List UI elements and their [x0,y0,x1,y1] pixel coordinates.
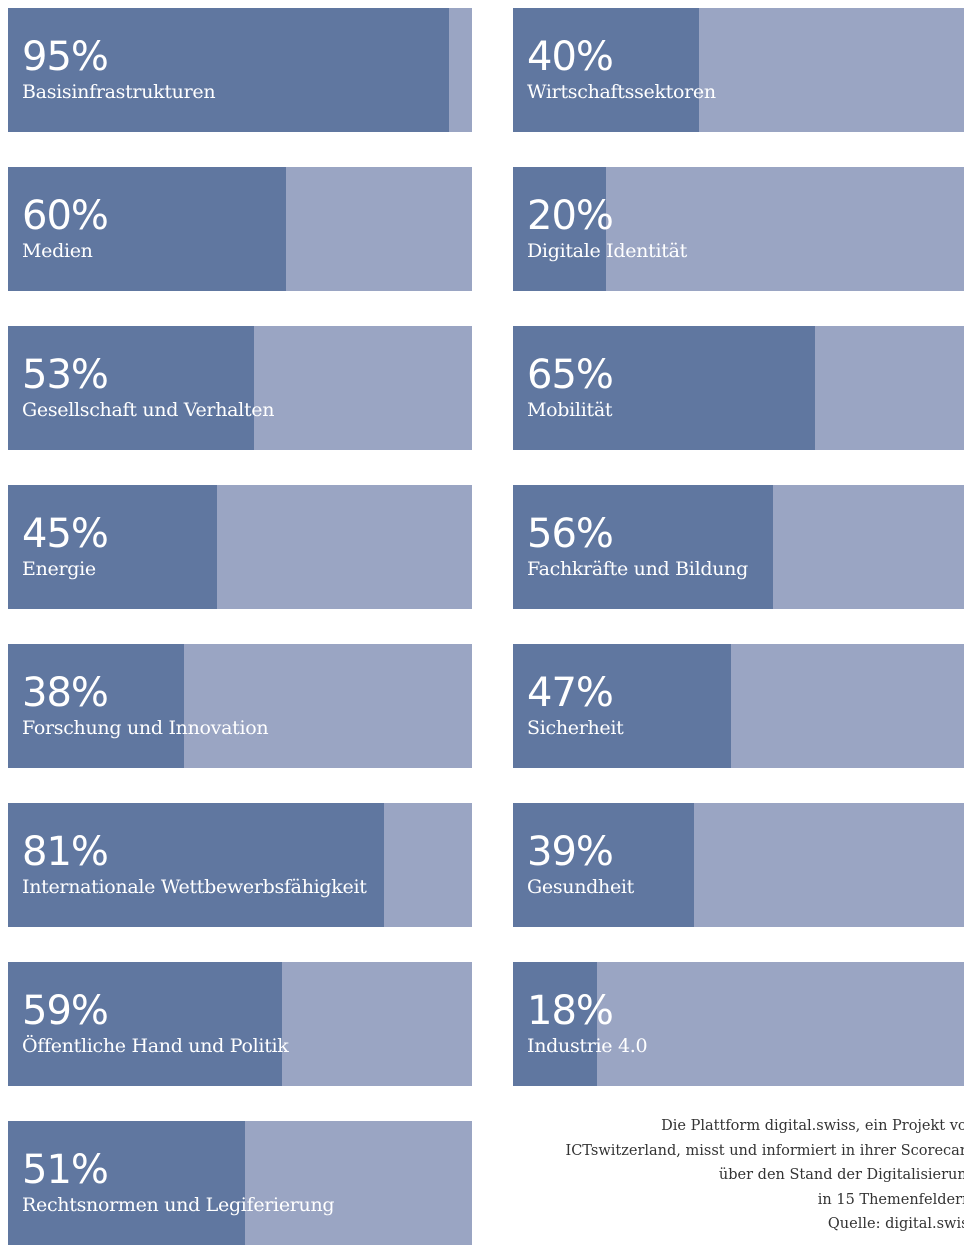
source-note: Die Plattform digital.swiss, ein Projekt… [470,1114,964,1241]
bar-value-label: 20% [527,193,614,239]
bar-category-label: Medien [22,240,93,262]
bar-value-label: 40% [527,34,614,80]
bar-tile: 20% Digitale Identität [513,167,964,291]
bar-category-label: Sicherheit [527,717,624,739]
bar-category-label: Industrie 4.0 [527,1035,648,1057]
bar-value-label: 59% [22,988,109,1034]
bar-category-label: Gesundheit [527,876,635,898]
bar-fill [513,8,699,132]
bar-tile: 53% Gesellschaft und Verhalten [8,326,472,450]
note-line: Die Plattform digital.swiss, ein Projekt… [661,1118,964,1134]
bar-fill [513,644,732,768]
bar-tile: 95% Basisinfrastrukturen [8,8,472,132]
bar-tile: 60% Medien [8,167,472,291]
bar-category-label: Rechtsnormen und Legiferierung [22,1194,335,1216]
bar-value-label: 53% [22,352,109,398]
bar-tile: 56% Fachkräfte und Bildung [513,485,964,609]
bar-fill [513,167,606,291]
note-line: Quelle: digital.swiss [827,1216,964,1232]
bar-category-label: Internationale Wettbewerbsfähigkeit [22,876,367,898]
bar-tile: 47% Sicherheit [513,644,964,768]
note-line: über den Stand der Digitalisierung [718,1167,964,1183]
note-line: ICTswitzerland, misst und informiert in … [565,1142,964,1159]
bar-value-label: 47% [527,670,614,716]
bar-category-label: Energie [22,558,96,580]
bar-tile: 18% Industrie 4.0 [513,962,964,1086]
bar-fill [513,485,773,609]
bar-category-label: Fachkräfte und Bildung [527,558,748,580]
bar-tile: 59% Öffentliche Hand und Politik [8,962,472,1086]
bar-tile: 45% Energie [8,485,472,609]
bar-value-label: 18% [527,988,614,1034]
bar-value-label: 45% [22,511,109,557]
bar-value-label: 51% [22,1147,109,1193]
bar-value-label: 38% [22,670,109,716]
bar-category-label: Wirtschaftssektoren [527,81,716,103]
bar-fill [8,485,217,609]
bar-tile: 40% Wirtschaftssektoren [513,8,964,132]
bar-tile: 39% Gesundheit [513,803,964,927]
bar-category-label: Gesellschaft und Verhalten [22,399,275,421]
bar-tile: 38% Forschung und Innovation [8,644,472,768]
bar-fill [8,326,254,450]
note-line: in 15 Themenfeldern. [817,1191,964,1208]
bar-fill [8,962,282,1086]
bar-category-label: Forschung und Innovation [22,717,269,739]
bar-fill [513,962,597,1086]
bar-fill [8,803,384,927]
bar-tile: 81% Internationale Wettbewerbsfähigkeit [8,803,472,927]
bar-category-label: Digitale Identität [527,240,687,262]
bar-value-label: 39% [527,829,614,875]
bar-value-label: 95% [22,34,109,80]
bar-category-label: Öffentliche Hand und Politik [22,1035,289,1057]
bar-fill [8,8,449,132]
bar-tile: 65% Mobilität [513,326,964,450]
bar-value-label: 65% [527,352,614,398]
bar-fill [8,644,185,768]
bar-fill [8,167,287,291]
bar-fill [8,1121,245,1245]
bar-value-label: 56% [527,511,614,557]
bar-value-label: 81% [22,829,109,875]
bar-fill [513,326,815,450]
bar-fill [513,803,694,927]
bar-value-label: 60% [22,193,109,239]
bar-category-label: Basisinfrastrukturen [22,81,216,103]
bar-tile: 51% Rechtsnormen und Legiferierung [8,1121,472,1245]
bar-category-label: Mobilität [527,399,613,421]
